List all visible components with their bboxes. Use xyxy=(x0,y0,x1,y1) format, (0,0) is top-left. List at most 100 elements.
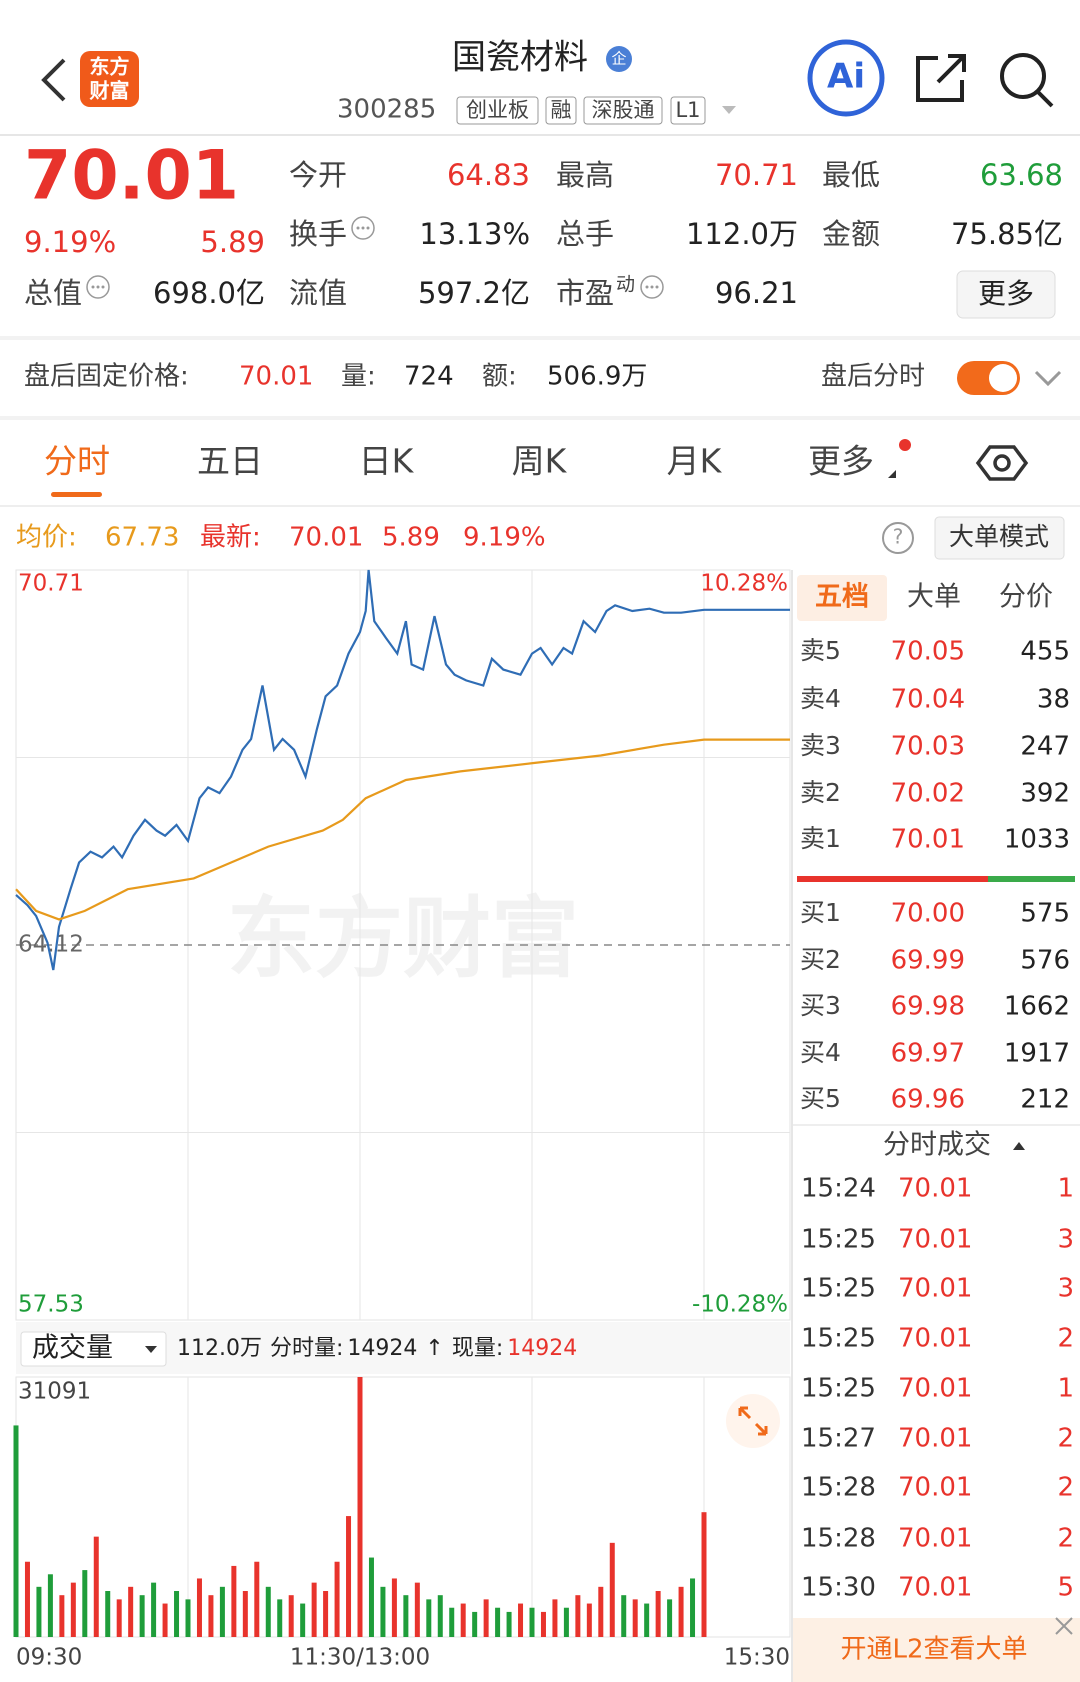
book-volume: 392 xyxy=(1020,779,1070,809)
tab[interactable]: 分时 xyxy=(44,442,110,481)
info-icon[interactable] xyxy=(86,275,110,299)
share-arrow xyxy=(936,54,966,84)
trade-price: 70.01 xyxy=(898,1324,972,1354)
share-button[interactable] xyxy=(916,54,966,102)
field-label: 总值 xyxy=(24,276,82,310)
close-button[interactable] xyxy=(1055,1617,1073,1635)
help-label: ? xyxy=(893,525,904,549)
dropdown-arrow[interactable] xyxy=(722,106,736,114)
avg-value: 67.73 xyxy=(105,523,179,553)
price-line xyxy=(15,569,790,971)
tag-box xyxy=(670,96,706,125)
volume-bar xyxy=(506,1611,512,1637)
bid-ratio-bar xyxy=(988,876,1075,882)
book-price: 70.05 xyxy=(891,637,965,667)
volume-bar xyxy=(437,1595,443,1637)
book-label: 卖1 xyxy=(800,824,841,853)
volume-bar xyxy=(346,1516,352,1637)
search-button[interactable] xyxy=(1000,53,1054,108)
divider xyxy=(0,336,1080,340)
volume-bar xyxy=(24,1561,30,1637)
trade-volume: 2 xyxy=(1057,1473,1074,1503)
trade-time: 15:28 xyxy=(801,1473,876,1503)
info-dot xyxy=(645,285,649,289)
tab[interactable]: 五日 xyxy=(197,442,263,481)
volume-bar xyxy=(598,1586,604,1637)
book-volume: 1033 xyxy=(1004,825,1070,855)
fullscreen-button[interactable] xyxy=(726,1394,780,1448)
trade-volume: 1 xyxy=(1057,1374,1074,1404)
volume-bar xyxy=(540,1611,546,1637)
volume-bar xyxy=(644,1603,650,1637)
volume-selector[interactable] xyxy=(20,1331,167,1367)
trade-price: 70.01 xyxy=(898,1274,972,1304)
search-icon xyxy=(1000,53,1046,99)
volume-bar xyxy=(391,1578,397,1637)
tab[interactable]: 周K xyxy=(512,442,568,481)
mode-button[interactable] xyxy=(934,516,1065,560)
volume-bar xyxy=(609,1542,615,1637)
tab[interactable]: 更多 xyxy=(808,442,874,481)
info-icon[interactable] xyxy=(351,216,375,240)
info-dot xyxy=(356,226,360,230)
tag: 融 xyxy=(551,98,572,122)
tag: 创业板 xyxy=(466,98,529,122)
field-value: 63.68 xyxy=(980,158,1063,192)
book-volume: 1917 xyxy=(1004,1039,1070,1069)
volume-bar xyxy=(483,1599,489,1637)
tag-box xyxy=(545,96,577,125)
book-price: 70.01 xyxy=(891,825,965,855)
book-price: 70.03 xyxy=(891,732,965,762)
after-hours-volume: 724 xyxy=(404,362,454,392)
trade-time: 15:25 xyxy=(801,1225,876,1255)
l2-banner[interactable] xyxy=(793,1618,1080,1682)
settings-button[interactable] xyxy=(975,445,1029,481)
book-label: 买1 xyxy=(800,898,841,927)
trade-price: 70.01 xyxy=(898,1524,972,1554)
summary-part: 现量: xyxy=(452,1336,503,1361)
gear-icon xyxy=(975,445,1029,481)
volume-bar xyxy=(460,1603,466,1637)
order-tab[interactable]: 五档 xyxy=(815,582,869,613)
badge: 企 xyxy=(611,50,626,68)
divider xyxy=(793,1124,1080,1126)
field-value: 13.13% xyxy=(419,217,530,251)
avg-label: 均价: xyxy=(16,523,77,553)
back-button[interactable] xyxy=(41,58,66,102)
order-tab[interactable]: 大单 xyxy=(907,582,961,613)
order-tab[interactable]: 分价 xyxy=(999,582,1053,613)
book-label: 卖3 xyxy=(800,731,841,760)
help-button[interactable] xyxy=(882,522,914,554)
trade-time: 15:27 xyxy=(801,1424,876,1454)
book-price: 69.99 xyxy=(891,946,965,976)
book-label: 买4 xyxy=(800,1038,841,1067)
field-value: 75.85亿 xyxy=(951,217,1063,251)
book-volume: 455 xyxy=(1020,637,1070,667)
field-label: 金额 xyxy=(822,217,880,251)
more-button[interactable] xyxy=(956,270,1056,319)
expand-chevron[interactable] xyxy=(1034,370,1062,387)
volume-bar xyxy=(277,1599,283,1637)
volume-bar xyxy=(254,1561,260,1637)
trade-volume: 2 xyxy=(1057,1424,1074,1454)
trade-volume: 2 xyxy=(1057,1524,1074,1554)
book-label: 买5 xyxy=(800,1084,841,1113)
info-icon[interactable] xyxy=(640,275,664,299)
info-dot xyxy=(101,285,105,289)
trade-price: 70.01 xyxy=(898,1573,972,1603)
volume-bar xyxy=(563,1607,569,1637)
book-label: 卖5 xyxy=(800,636,841,665)
trade-volume: 3 xyxy=(1057,1225,1074,1255)
tab[interactable]: 日K xyxy=(359,442,415,481)
book-price: 69.98 xyxy=(891,992,965,1022)
y-tick-label: 70.71 xyxy=(18,571,84,597)
tab[interactable]: 月K xyxy=(667,442,723,481)
book-price: 69.97 xyxy=(891,1039,965,1069)
after-hours-amount: 506.9万 xyxy=(547,362,647,392)
book-volume: 576 xyxy=(1020,946,1070,976)
ai-button[interactable] xyxy=(807,39,885,117)
field-label: 今开 xyxy=(289,158,347,192)
selector-label: 成交量 xyxy=(32,1333,113,1364)
sort-arrow[interactable] xyxy=(1013,1142,1025,1150)
volume-bar xyxy=(621,1595,627,1637)
